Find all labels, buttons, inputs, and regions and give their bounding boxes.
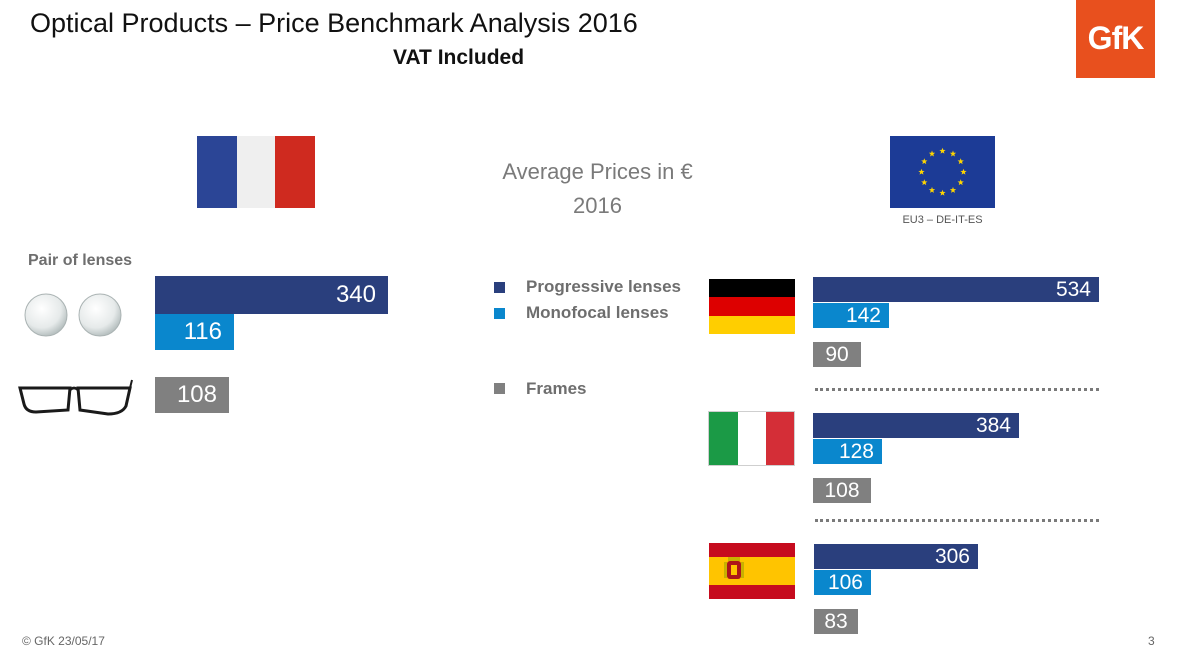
chart-title: Average Prices in € 2016	[470, 155, 725, 223]
bar-france-monofocal: 116	[155, 314, 234, 350]
eu-star-icon	[928, 186, 936, 193]
bar-italy-monofocal: 128	[813, 439, 882, 464]
legend-frames-label: Frames	[526, 379, 587, 398]
eu-flag-icon	[890, 136, 995, 208]
france-flag-icon	[197, 136, 315, 208]
eu-star-icon	[949, 150, 957, 157]
eu-star-icon	[939, 189, 946, 196]
bar-germany-frames: 90	[813, 342, 861, 367]
bar-germany-progressive: 534	[813, 277, 1099, 302]
page-number: 3	[1148, 634, 1155, 648]
bar-germany-monofocal: 142	[813, 303, 889, 328]
bar-italy-frames: 108	[813, 478, 871, 503]
eu-star-icon	[957, 158, 964, 165]
eu-star-icon	[921, 158, 928, 165]
legend-progressive-label: Progressive lenses	[526, 277, 681, 296]
eu-star-icon	[960, 168, 967, 175]
spain-flag-icon	[709, 543, 795, 599]
bar-france-progressive: 340	[155, 276, 388, 314]
germany-flag-icon	[709, 279, 795, 334]
chart-title-line1: Average Prices in €	[502, 159, 693, 184]
bar-france-frames: 108	[155, 377, 229, 413]
italy-flag-icon	[708, 411, 795, 466]
eu-star-icon	[918, 168, 925, 175]
eu-star-icon	[928, 150, 936, 157]
footer-copyright: © GfK 23/05/17	[22, 634, 105, 648]
bar-spain-monofocal: 106	[814, 570, 871, 595]
eu-star-icon	[957, 179, 964, 186]
eu-star-icon	[921, 179, 928, 186]
bar-spain-progressive: 306	[814, 544, 978, 569]
page-subtitle: VAT Included	[393, 46, 525, 69]
bar-italy-progressive: 384	[813, 413, 1019, 438]
legend-monofocal-label: Monofocal lenses	[526, 303, 669, 322]
page-title: Optical Products – Price Benchmark Analy…	[30, 8, 638, 38]
eu-star-icon	[949, 186, 957, 193]
pair-of-lenses-label: Pair of lenses	[28, 252, 133, 269]
glasses-icon	[18, 379, 133, 416]
divider-dotted	[815, 388, 1099, 391]
legend-frames-swatch	[494, 383, 505, 394]
logo-text: GfK	[1087, 20, 1145, 56]
legend-monofocal-swatch	[494, 308, 505, 319]
bar-spain-frames: 83	[814, 609, 858, 634]
eu-caption: EU3 – DE-IT-ES	[902, 214, 983, 226]
gfk-logo: GfK	[1076, 0, 1155, 78]
lenses-icon	[24, 293, 122, 337]
divider-dotted	[815, 519, 1099, 522]
chart-title-line2: 2016	[573, 193, 622, 218]
legend-progressive-swatch	[494, 282, 505, 293]
eu-star-icon	[939, 147, 946, 154]
